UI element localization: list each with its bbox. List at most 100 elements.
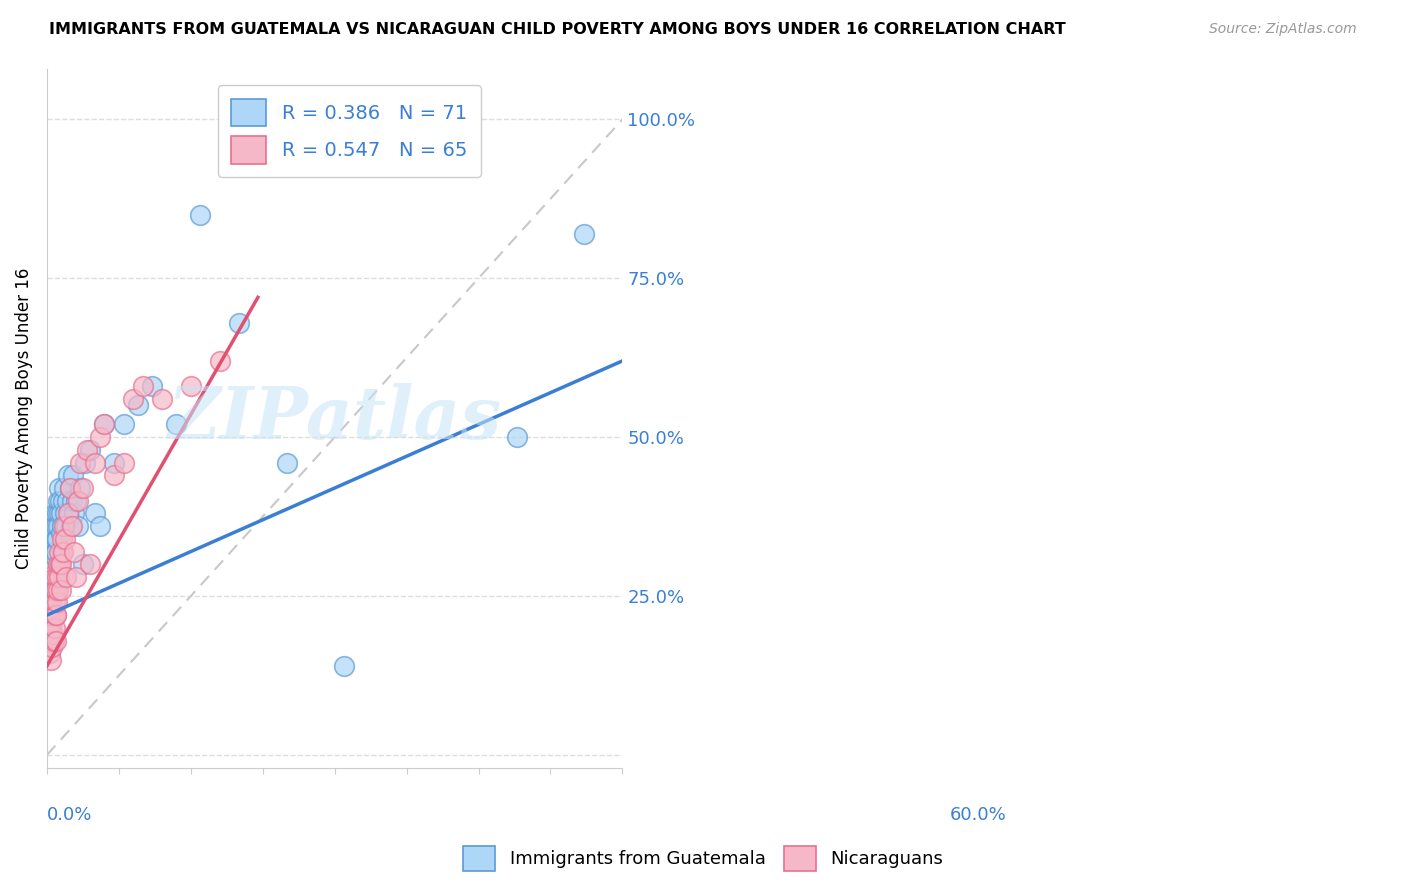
Point <box>52 544 75 558</box>
Y-axis label: Child Poverty Among Boys Under 16: Child Poverty Among Boys Under 16 <box>15 268 32 569</box>
Point <box>48 544 70 558</box>
Point <box>41 544 63 558</box>
Point <box>44 621 66 635</box>
Point <box>48 481 70 495</box>
Point <box>42 608 65 623</box>
Point <box>41 640 63 654</box>
Point <box>45 544 67 558</box>
Text: 60.0%: 60.0% <box>949 806 1007 824</box>
Text: 0.0%: 0.0% <box>46 806 93 824</box>
Point <box>49 558 72 572</box>
Point <box>48 507 70 521</box>
Legend: R = 0.386   N = 71, R = 0.547   N = 65: R = 0.386 N = 71, R = 0.547 N = 65 <box>218 86 481 178</box>
Point <box>66 519 89 533</box>
Point <box>41 551 63 566</box>
Point <box>48 558 70 572</box>
Point <box>38 582 60 597</box>
Point <box>41 570 63 584</box>
Point <box>276 456 298 470</box>
Point <box>37 576 59 591</box>
Point <box>38 595 60 609</box>
Point <box>53 507 76 521</box>
Point <box>51 507 73 521</box>
Point <box>48 570 70 584</box>
Point <box>228 316 250 330</box>
Point <box>188 208 211 222</box>
Point <box>53 519 76 533</box>
Point <box>42 558 65 572</box>
Text: Source: ZipAtlas.com: Source: ZipAtlas.com <box>1209 22 1357 37</box>
Point <box>38 608 60 623</box>
Point <box>55 519 77 533</box>
Point <box>165 417 187 432</box>
Point <box>51 532 73 546</box>
Point <box>41 525 63 540</box>
Point <box>42 633 65 648</box>
Point <box>46 507 69 521</box>
Point <box>45 519 67 533</box>
Point <box>39 602 62 616</box>
Point <box>37 558 59 572</box>
Point <box>41 627 63 641</box>
Point <box>53 481 76 495</box>
Point <box>41 602 63 616</box>
Point <box>48 582 70 597</box>
Point <box>48 493 70 508</box>
Point <box>59 519 82 533</box>
Point <box>38 564 60 578</box>
Point <box>37 621 59 635</box>
Point <box>59 481 82 495</box>
Point <box>44 551 66 566</box>
Point <box>45 570 67 584</box>
Point <box>51 582 73 597</box>
Point <box>39 576 62 591</box>
Point <box>39 576 62 591</box>
Point <box>141 379 163 393</box>
Point <box>44 532 66 546</box>
Point <box>65 570 87 584</box>
Text: ZIPatlas: ZIPatlas <box>167 383 502 454</box>
Point <box>83 507 105 521</box>
Point <box>41 615 63 629</box>
Point <box>39 627 62 641</box>
Point <box>38 570 60 584</box>
Point <box>44 595 66 609</box>
Point <box>51 544 73 558</box>
Point <box>333 659 356 673</box>
Point <box>60 519 83 533</box>
Point <box>79 442 101 457</box>
Point <box>45 633 67 648</box>
Point <box>76 442 98 457</box>
Point <box>103 468 125 483</box>
Point <box>45 608 67 623</box>
Point <box>49 493 72 508</box>
Point <box>59 481 82 495</box>
Point <box>208 354 231 368</box>
Point <box>42 582 65 597</box>
Point <box>89 519 111 533</box>
Point <box>44 525 66 540</box>
Point <box>42 538 65 552</box>
Point <box>122 392 145 406</box>
Point <box>42 519 65 533</box>
Point <box>41 564 63 578</box>
Legend: Immigrants from Guatemala, Nicaraguans: Immigrants from Guatemala, Nicaraguans <box>456 838 950 879</box>
Point <box>51 558 73 572</box>
Point <box>51 519 73 533</box>
Point <box>79 558 101 572</box>
Point <box>83 456 105 470</box>
Point <box>38 633 60 648</box>
Point <box>38 646 60 660</box>
Point <box>132 379 155 393</box>
Point <box>103 456 125 470</box>
Point <box>44 582 66 597</box>
Point <box>39 558 62 572</box>
Point <box>56 507 79 521</box>
Point <box>41 589 63 603</box>
Point <box>112 417 135 432</box>
Point <box>46 595 69 609</box>
Point <box>60 493 83 508</box>
Point <box>51 525 73 540</box>
Point <box>65 493 87 508</box>
Point <box>39 653 62 667</box>
